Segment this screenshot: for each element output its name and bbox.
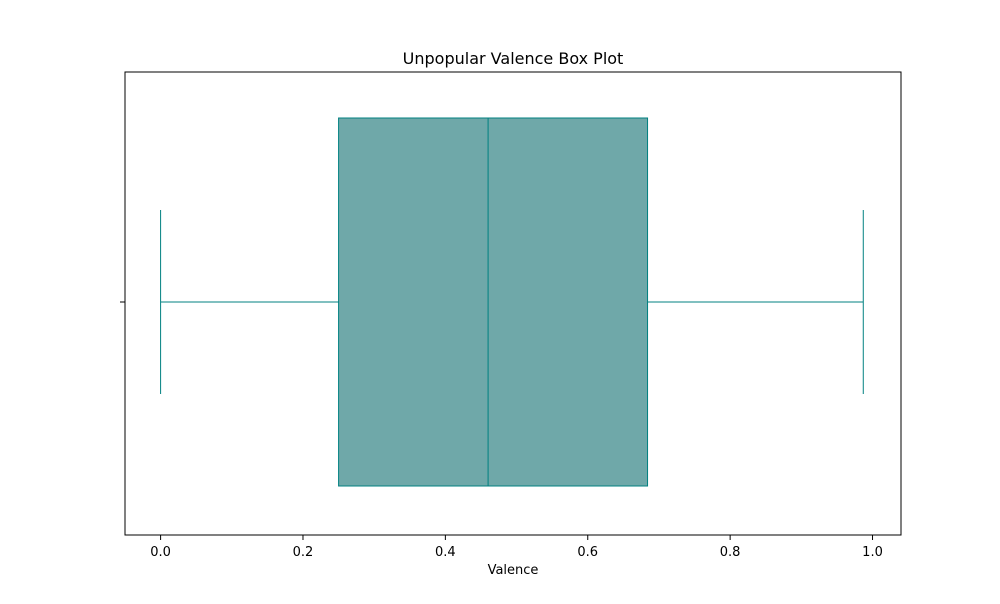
x-tick-label: 1.0 xyxy=(862,545,883,560)
x-axis-ticks: 0.0 0.2 0.4 0.6 0.8 1.0 xyxy=(150,535,883,560)
chart-title: Unpopular Valence Box Plot xyxy=(403,49,624,68)
interquartile-box xyxy=(338,117,649,487)
box-plot-group xyxy=(160,117,864,487)
x-axis-label: Valence xyxy=(488,563,539,578)
plot-frame xyxy=(124,71,902,536)
x-tick-label: 0.6 xyxy=(577,545,598,560)
x-tick-label: 0.8 xyxy=(720,545,741,560)
x-tick-label: 0.2 xyxy=(293,545,314,560)
x-tick-label: 0.0 xyxy=(150,545,171,560)
x-tick-label: 0.4 xyxy=(435,545,456,560)
